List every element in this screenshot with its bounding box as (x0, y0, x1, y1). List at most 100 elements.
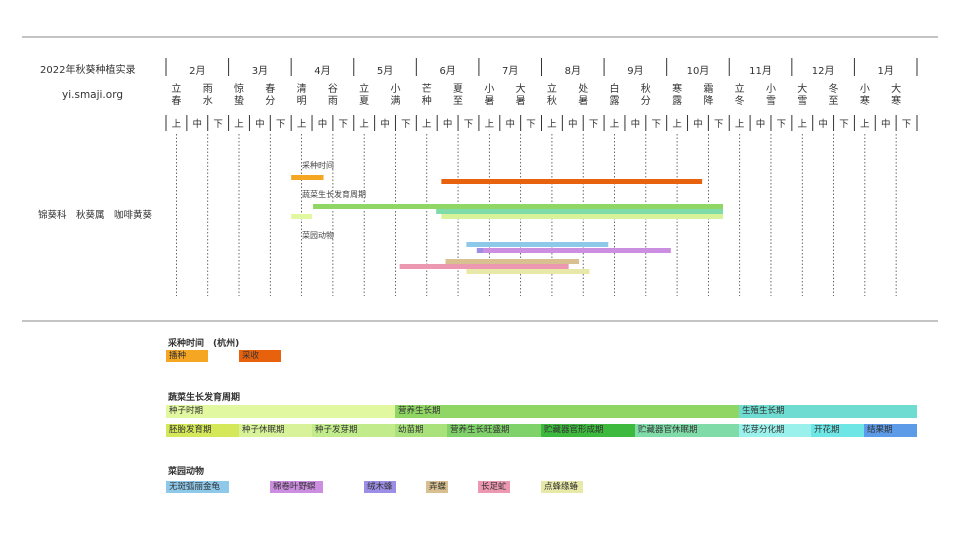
solar-term-char: 立 (359, 84, 370, 95)
section-label: 蔬菜生长发育周期 (302, 190, 366, 199)
solar-term-char: 冬 (828, 84, 839, 95)
solar-term-char: 小 (859, 84, 870, 95)
solar-term-char: 暑 (484, 96, 495, 107)
solar-term-label: 谷雨 (326, 84, 340, 108)
legend-chip: 棉卷叶野螟 (270, 481, 323, 493)
solar-term-char: 霜 (703, 84, 714, 95)
legend-chip: 弄蝶 (426, 481, 448, 493)
month-label: 9月 (627, 66, 644, 77)
solar-term-label: 处暑 (576, 84, 590, 108)
timeline-bar (445, 259, 580, 264)
solar-term-char: 立 (546, 84, 557, 95)
xun-label: 下 (714, 119, 724, 130)
xun-label: 上 (421, 119, 432, 130)
xun-label: 中 (505, 119, 515, 130)
xun-label: 上 (234, 119, 244, 130)
legend-chip: 结果期 (864, 424, 917, 437)
legend-chip: 营养生长期 (395, 405, 739, 418)
xun-label: 下 (776, 119, 787, 130)
timeline-bar (291, 175, 324, 180)
xun-label: 中 (255, 119, 265, 130)
xun-label: 上 (734, 119, 745, 130)
timeline-bar (441, 214, 723, 219)
xun-label: 下 (275, 119, 286, 130)
legend-chip: 营养生长旺盛期 (447, 424, 541, 437)
legend-title: 采种时间 (杭州) (168, 339, 240, 349)
solar-term-char: 暑 (578, 96, 589, 107)
solar-term-label: 小满 (388, 84, 402, 108)
legend-chip: 幼苗期 (395, 424, 447, 437)
solar-term-char: 立 (734, 84, 745, 95)
legend-chip: 贮藏器官休眠期 (635, 424, 739, 437)
solar-term-label: 大暑 (514, 84, 528, 108)
solar-term-label: 芒种 (420, 84, 434, 108)
solar-term-char: 处 (578, 84, 589, 95)
solar-term-label: 霜降 (701, 84, 715, 108)
xun-label: 下 (213, 119, 223, 130)
xun-label: 下 (839, 119, 849, 130)
solar-term-char: 夏 (359, 96, 370, 107)
timeline-bar (441, 179, 703, 184)
solar-term-char: 水 (202, 96, 213, 107)
solar-term-char: 暑 (515, 96, 526, 107)
timeline-bar (466, 269, 590, 274)
month-label: 7月 (502, 66, 519, 77)
solar-term-char: 满 (390, 96, 401, 107)
legend-chip: 播种 (166, 350, 208, 362)
section-label: 采种时间 (302, 161, 334, 170)
solar-term-char: 春 (265, 84, 276, 95)
solar-term-char: 小 (390, 84, 401, 95)
legend-chip: 种子休眠期 (239, 424, 312, 437)
species-label: 锦葵科 秋葵属 咖啡黄葵 (38, 210, 153, 221)
xun-label: 上 (797, 119, 807, 130)
xun-label: 上 (860, 119, 870, 130)
xun-label: 中 (880, 119, 891, 130)
timeline-bar (466, 242, 609, 247)
timeline-bar (436, 209, 723, 214)
solar-term-label: 小寒 (858, 84, 872, 108)
solar-term-label: 春分 (263, 84, 277, 108)
xun-label: 上 (484, 119, 495, 130)
xun-label: 下 (651, 119, 661, 130)
month-label: 8月 (564, 66, 581, 77)
solar-term-label: 小暑 (482, 84, 496, 108)
solar-term-char: 寒 (672, 84, 683, 95)
month-label: 12月 (811, 66, 835, 77)
xun-label: 中 (317, 119, 328, 130)
chart-title: 2022年秋葵种植实录 (40, 65, 136, 76)
solar-term-label: 立冬 (733, 84, 747, 108)
xun-label: 上 (171, 119, 182, 130)
legend-chip: 胚胎发育期 (166, 424, 239, 437)
xun-label: 下 (526, 119, 536, 130)
month-label: 6月 (439, 66, 456, 77)
timeline-bar (399, 264, 569, 269)
solar-term-char: 小 (765, 84, 776, 95)
solar-term-char: 露 (609, 96, 620, 107)
solar-term-char: 雪 (797, 96, 808, 107)
solar-term-char: 雨 (202, 84, 213, 95)
timeline-bar (291, 214, 313, 219)
xun-label: 下 (338, 119, 349, 130)
xun-label: 中 (380, 119, 390, 130)
solar-term-char: 至 (828, 96, 839, 107)
month-label: 4月 (314, 66, 331, 77)
xun-label: 上 (609, 119, 620, 130)
xun-label: 中 (192, 119, 203, 130)
site-url: yi.smaji.org (62, 89, 123, 101)
month-label: 5月 (376, 66, 394, 77)
solar-term-char: 清 (296, 84, 307, 95)
solar-term-label: 立秋 (545, 84, 559, 108)
solar-term-char: 分 (640, 96, 651, 107)
solar-term-char: 白 (609, 84, 620, 95)
solar-term-char: 夏 (453, 84, 464, 95)
solar-term-char: 雨 (327, 96, 338, 107)
solar-term-char: 寒 (859, 96, 870, 107)
solar-term-label: 小雪 (764, 84, 778, 108)
month-label: 11月 (749, 66, 772, 77)
solar-term-char: 谷 (327, 84, 338, 95)
xun-label: 下 (463, 119, 474, 130)
solar-term-char: 降 (703, 96, 714, 107)
timeline-bar (313, 204, 723, 209)
